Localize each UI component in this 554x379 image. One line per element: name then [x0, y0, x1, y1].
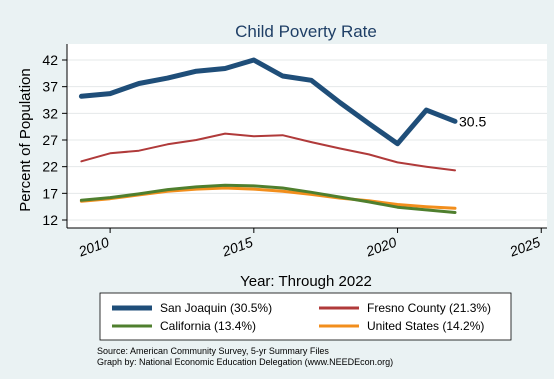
x-tick-label: 2020: [363, 234, 399, 260]
y-tick-label: 17: [42, 185, 58, 201]
y-tick-label: 22: [42, 159, 58, 175]
series-line-1: [80, 132, 456, 172]
y-tick-label: 32: [42, 105, 58, 121]
x-axis-title: Year: Through 2022: [240, 273, 372, 290]
credit-note: Graph by: National Economic Education De…: [97, 357, 393, 367]
legend-label: California (13.4%): [160, 319, 256, 333]
y-tick-label: 42: [42, 52, 58, 68]
x-tick-labels: 2010 2015 2020 2025: [75, 234, 542, 260]
legend-label: Fresno County (21.3%): [367, 301, 491, 315]
series-line-0: [78, 57, 458, 147]
x-tick-label: 2025: [507, 234, 543, 260]
x-tick-label: 2010: [75, 234, 111, 260]
chart-title: Child Poverty Rate: [235, 22, 377, 41]
x-tick-label: 2015: [219, 234, 255, 260]
source-note: Source: American Community Survey, 5-yr …: [97, 346, 329, 356]
legend-label: San Joaquin (30.5%): [160, 301, 272, 315]
plot-area: [67, 44, 547, 228]
legend-label: United States (14.2%): [367, 319, 484, 333]
y-tick-label: 12: [42, 212, 58, 228]
legend: [99, 292, 512, 341]
series-line-2: [79, 183, 457, 214]
legend-items: San Joaquin (30.5%) Fresno County (21.3%)…: [112, 301, 491, 333]
y-tick-label: 27: [42, 132, 58, 148]
end-value-label: 30.5: [459, 113, 486, 129]
series-lines: [78, 57, 458, 214]
axes: [66, 44, 547, 229]
y-axis-title: Percent of Population: [17, 68, 34, 211]
y-tick-labels: 42 37 32 27 22 17 12: [42, 52, 58, 228]
y-tick-label: 37: [42, 79, 58, 95]
